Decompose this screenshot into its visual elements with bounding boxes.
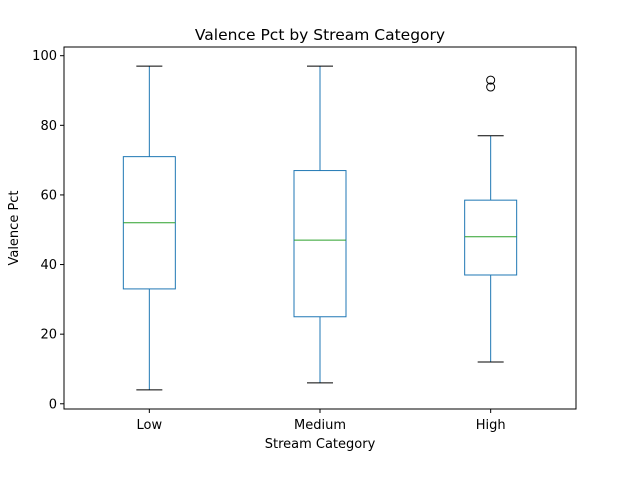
chart-title: Valence Pct by Stream Category: [195, 26, 445, 44]
outlier-point-high: [486, 82, 496, 92]
x-tick-label: Medium: [294, 418, 346, 433]
box-medium: [293, 170, 347, 318]
axes-frame: [63, 46, 577, 410]
y-tick-label: 100: [32, 49, 57, 64]
y-tick-label: 0: [49, 397, 57, 412]
y-tick-label: 40: [40, 258, 57, 273]
plot-area: 0 20 40 60 80 100 Low Medium High: [32, 49, 518, 433]
outlier-point-high: [486, 75, 496, 85]
y-tick-label: 60: [40, 188, 57, 203]
x-axis-label: Stream Category: [265, 437, 376, 452]
x-tick-label: High: [476, 418, 506, 433]
y-axis-label: Valence Pct: [7, 190, 22, 265]
x-tick-label: Low: [137, 418, 163, 433]
y-tick-label: 20: [40, 328, 57, 343]
box-high: [464, 199, 518, 276]
y-tick-label: 80: [40, 119, 57, 134]
